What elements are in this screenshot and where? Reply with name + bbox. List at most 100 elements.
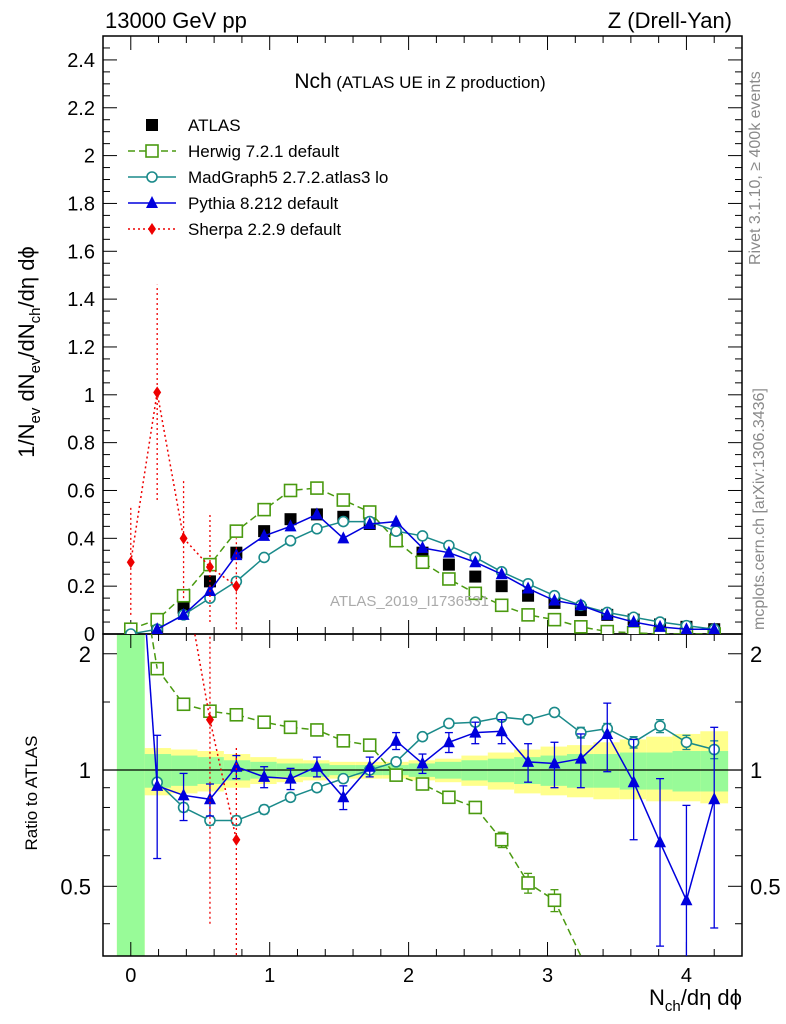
main-panel-series — [123, 284, 722, 634]
plot-title-subtitle: (ATLAS UE in Z production) — [336, 73, 545, 92]
data-point — [442, 790, 456, 805]
series-line — [156, 730, 715, 903]
data-point — [337, 790, 350, 803]
x-tick-label: 0 — [125, 965, 136, 987]
data-point — [416, 540, 429, 553]
x-tick-label: 2 — [403, 965, 414, 987]
series-entry-line — [150, 634, 158, 669]
series-line — [209, 719, 238, 840]
ratio-y-axis-label: Ratio to ATLAS — [22, 736, 41, 851]
data-point — [363, 759, 376, 772]
data-point — [177, 788, 190, 801]
y-tick-label: 2.4 — [67, 50, 95, 72]
data-point — [548, 756, 561, 769]
data-point — [442, 545, 455, 558]
data-point — [146, 196, 158, 208]
data-point — [494, 598, 509, 613]
uncertainty-band-1-bin — [646, 752, 673, 790]
data-point — [522, 754, 535, 767]
data-point — [229, 524, 244, 538]
data-point — [416, 756, 429, 769]
ratio-series-3 — [205, 634, 241, 956]
x-tick-label: 4 — [681, 965, 692, 987]
data-point — [145, 144, 159, 158]
ratio-y-tick-label: 0.5 — [60, 874, 91, 899]
data-point — [179, 532, 188, 545]
data-point — [600, 624, 615, 634]
data-point — [363, 516, 376, 529]
data-point — [257, 502, 271, 517]
data-point — [548, 593, 561, 606]
legend-label: Sherpa 2.2.9 default — [188, 220, 341, 239]
y-tick-label: 1.6 — [67, 241, 95, 263]
data-point — [284, 513, 297, 526]
data-point — [258, 769, 271, 782]
series-line — [156, 668, 582, 956]
data-point — [654, 835, 667, 848]
series-line — [156, 711, 715, 822]
main-series-3 — [151, 507, 721, 634]
data-point — [654, 619, 667, 632]
data-point — [469, 555, 482, 568]
data-point — [390, 525, 402, 537]
data-point — [522, 713, 534, 726]
data-point — [495, 567, 508, 580]
data-point — [574, 751, 587, 764]
data-point — [416, 730, 429, 743]
data-point — [680, 736, 693, 749]
data-point — [654, 720, 666, 732]
data-point — [232, 580, 241, 593]
data-point — [205, 561, 214, 574]
uncertainty-band-1-bin — [171, 755, 198, 786]
data-point — [548, 706, 561, 719]
data-point — [257, 715, 271, 729]
legend-entry-4: Sherpa 2.2.9 default — [128, 220, 341, 239]
data-point — [232, 833, 241, 846]
data-point — [146, 119, 158, 131]
data-point — [574, 620, 588, 634]
x-axis-label: Nch/dη dϕ — [649, 985, 742, 1015]
uncertainty-band-1-bin — [593, 754, 620, 788]
data-point — [389, 768, 403, 782]
data-point — [627, 615, 640, 628]
data-point — [153, 386, 162, 399]
ratio-series-1 — [151, 706, 721, 827]
y-tick-label: 1.4 — [67, 289, 95, 311]
data-point — [680, 893, 693, 906]
y-tick-label: 2.2 — [67, 98, 95, 120]
data-point — [310, 507, 323, 520]
y-tick-label: 1.2 — [67, 337, 95, 359]
analysis-label: ATLAS_2019_I1736531 — [330, 593, 489, 610]
data-point — [203, 583, 216, 596]
data-point — [390, 733, 403, 746]
data-point — [283, 720, 298, 735]
data-point — [468, 586, 483, 601]
ratio-y-tick-label: 2 — [79, 642, 91, 667]
series-line — [156, 513, 715, 630]
legend-label: ATLAS — [188, 116, 241, 135]
data-point — [468, 800, 483, 815]
data-point — [229, 707, 244, 722]
data-point — [627, 775, 640, 788]
ratio-y-tick-label-right: 2 — [750, 642, 762, 667]
data-point — [469, 725, 482, 738]
energy-label: 13000 GeV pp — [105, 8, 247, 33]
process-label: Z (Drell-Yan) — [608, 8, 732, 33]
data-point — [416, 530, 429, 542]
legend-entry-3: Pythia 8.212 default — [128, 194, 339, 213]
main-y-axis-label: 1/Nev dNev/dNch/dη dϕ — [14, 246, 44, 458]
data-point — [311, 781, 323, 794]
data-point — [495, 580, 508, 593]
data-point — [176, 588, 191, 603]
series-entry-line — [145, 634, 158, 786]
data-point — [521, 608, 535, 622]
data-point — [146, 171, 158, 183]
ratio-y-tick-label-right: 1 — [750, 758, 762, 783]
data-point — [337, 531, 350, 544]
data-point — [336, 493, 351, 507]
data-point — [230, 814, 243, 827]
legend-label: MadGraph5 2.7.2.atlas3 lo — [188, 168, 388, 187]
ratio-y-tick-label: 1 — [79, 758, 91, 783]
data-point — [124, 628, 137, 634]
